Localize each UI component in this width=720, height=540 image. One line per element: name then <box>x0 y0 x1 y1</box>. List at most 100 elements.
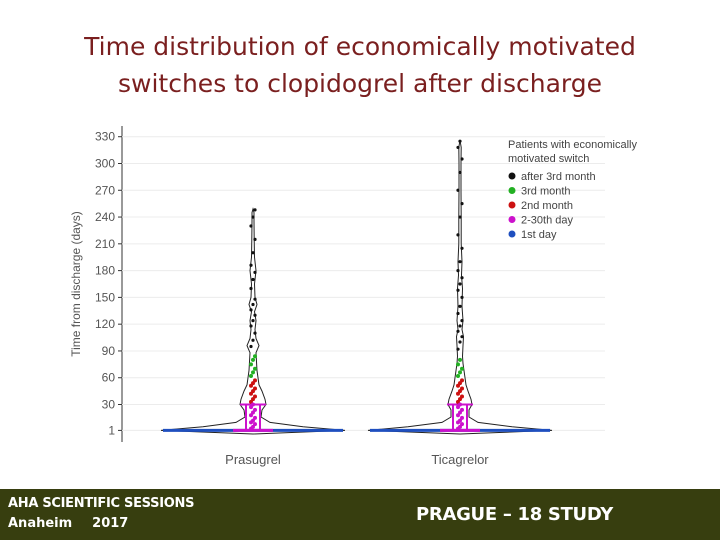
legend-label-second-month: 2nd month <box>521 200 573 212</box>
data-point-third-month <box>253 354 257 359</box>
data-point-after-3rd-month <box>249 286 253 291</box>
x-tick-label: Prasugrel <box>225 452 281 467</box>
data-point-third-month <box>456 362 460 367</box>
data-point-after-3rd-month <box>458 282 462 286</box>
data-point-after-3rd-month <box>458 260 462 264</box>
slide-title-line-1: Time distribution of economically motiva… <box>84 32 636 61</box>
footer-bar: AHA SCIENTIFIC SESSIONS Anaheim 2017 PRAG… <box>0 489 720 540</box>
legend-label-third-month: 3rd month <box>521 186 571 198</box>
legend-swatch-third-month <box>508 187 516 194</box>
conference-name: AHA SCIENTIFIC SESSIONS <box>8 496 195 511</box>
data-point-days-2-30 <box>458 402 462 407</box>
data-point-after-3rd-month <box>460 318 464 323</box>
data-point-days-2-30 <box>253 415 257 420</box>
y-tick-label: 330 <box>95 130 115 144</box>
plot-panel <box>122 126 605 442</box>
y-tick-label: 150 <box>95 290 115 304</box>
y-tick-label: 60 <box>102 371 116 385</box>
data-point-after-3rd-month <box>249 344 253 349</box>
legend-title-line-2: motivated switch <box>508 153 589 165</box>
data-point-after-3rd-month <box>251 277 255 282</box>
data-point-after-3rd-month <box>456 145 460 150</box>
data-point-third-month <box>460 366 464 371</box>
data-point-after-3rd-month <box>456 269 460 273</box>
data-point-days-2-30 <box>253 422 257 427</box>
conference-year: 2017 <box>92 516 129 531</box>
y-tick-label: 1 <box>108 423 115 437</box>
data-point-after-3rd-month <box>253 237 257 241</box>
conference-city: Anaheim <box>8 516 73 531</box>
data-point-third-month <box>249 362 253 367</box>
legend-swatch-days-2-30 <box>508 216 516 223</box>
data-point-after-3rd-month <box>458 340 462 344</box>
y-tick-label: 120 <box>95 317 115 331</box>
data-point-after-3rd-month <box>460 276 464 280</box>
y-axis-title: Time from discharge (days) <box>69 211 83 357</box>
legend-swatch-first-day <box>508 230 516 238</box>
data-point-third-month <box>249 373 253 378</box>
data-point-after-3rd-month <box>460 246 464 250</box>
legend-label-after-3rd-month: after 3rd month <box>521 171 596 183</box>
y-tick-label: 90 <box>102 344 116 358</box>
legend-swatch-second-month <box>508 201 516 209</box>
data-point-days-2-30 <box>460 415 464 420</box>
data-point-second-month <box>460 378 464 383</box>
data-point-after-3rd-month <box>460 202 464 206</box>
y-tick-label: 240 <box>95 210 115 224</box>
data-point-after-3rd-month <box>456 233 460 237</box>
data-point-second-month <box>460 386 464 391</box>
data-point-after-3rd-month <box>249 308 253 312</box>
legend-label-first-day: 1st day <box>521 229 557 241</box>
data-point-after-3rd-month <box>458 215 462 219</box>
data-point-days-2-30 <box>251 402 255 407</box>
data-point-after-3rd-month <box>249 263 253 267</box>
data-point-days-2-30 <box>460 422 464 427</box>
data-point-second-month <box>253 378 257 383</box>
data-point-third-month <box>458 370 462 375</box>
y-tick-label: 180 <box>95 264 115 278</box>
data-point-after-3rd-month <box>460 295 464 299</box>
data-point-third-month <box>456 373 460 378</box>
legend-title-line-1: Patients with economically <box>508 139 638 151</box>
study-name: PRAGUE – 18 STUDY <box>416 504 613 525</box>
legend-swatch-after-3rd-month <box>508 172 516 180</box>
y-tick-label: 270 <box>95 183 115 197</box>
y-tick-label: 300 <box>95 156 115 170</box>
data-point-after-3rd-month <box>249 224 253 228</box>
data-point-after-3rd-month <box>253 208 257 212</box>
data-point-after-3rd-month <box>458 324 462 328</box>
data-point-after-3rd-month <box>253 331 257 335</box>
data-point-third-month <box>253 366 257 371</box>
data-point-third-month <box>251 370 255 375</box>
data-point-after-3rd-month <box>251 302 255 307</box>
data-point-after-3rd-month <box>456 311 460 316</box>
data-point-after-3rd-month <box>251 251 255 255</box>
x-tick-label: Ticagrelor <box>431 452 489 467</box>
data-point-after-3rd-month <box>251 338 255 342</box>
conference-location: Anaheim 2017 <box>8 516 148 531</box>
data-point-second-month <box>460 394 464 399</box>
data-point-second-month <box>253 386 257 391</box>
data-point-after-3rd-month <box>249 324 253 328</box>
data-point-after-3rd-month <box>458 304 462 308</box>
slide-title: Time distribution of economically motiva… <box>40 28 680 102</box>
y-tick-label: 210 <box>95 237 115 251</box>
data-point-after-3rd-month <box>456 288 460 292</box>
data-point-third-month <box>251 357 255 362</box>
data-point-second-month <box>253 394 257 399</box>
slide-title-line-2: switches to clopidogrel after discharge <box>118 69 602 98</box>
y-tick-label: 30 <box>102 398 116 412</box>
data-point-after-3rd-month <box>460 157 464 161</box>
data-point-after-3rd-month <box>253 270 257 274</box>
data-point-after-3rd-month <box>456 188 460 192</box>
data-point-after-3rd-month <box>251 318 255 323</box>
data-point-third-month <box>458 357 462 362</box>
legend-label-days-2-30: 2-30th day <box>521 215 573 227</box>
violin-chart: 1 30 60 90 120 150 180 210 240 270 300 330 Time from… <box>69 126 638 467</box>
data-point-days-2-30 <box>460 407 464 412</box>
data-point-days-2-30 <box>253 407 257 412</box>
data-point-after-3rd-month <box>253 297 257 301</box>
data-point-after-3rd-month <box>251 215 255 219</box>
data-point-after-3rd-month <box>456 329 460 333</box>
data-point-after-3rd-month <box>458 170 462 175</box>
